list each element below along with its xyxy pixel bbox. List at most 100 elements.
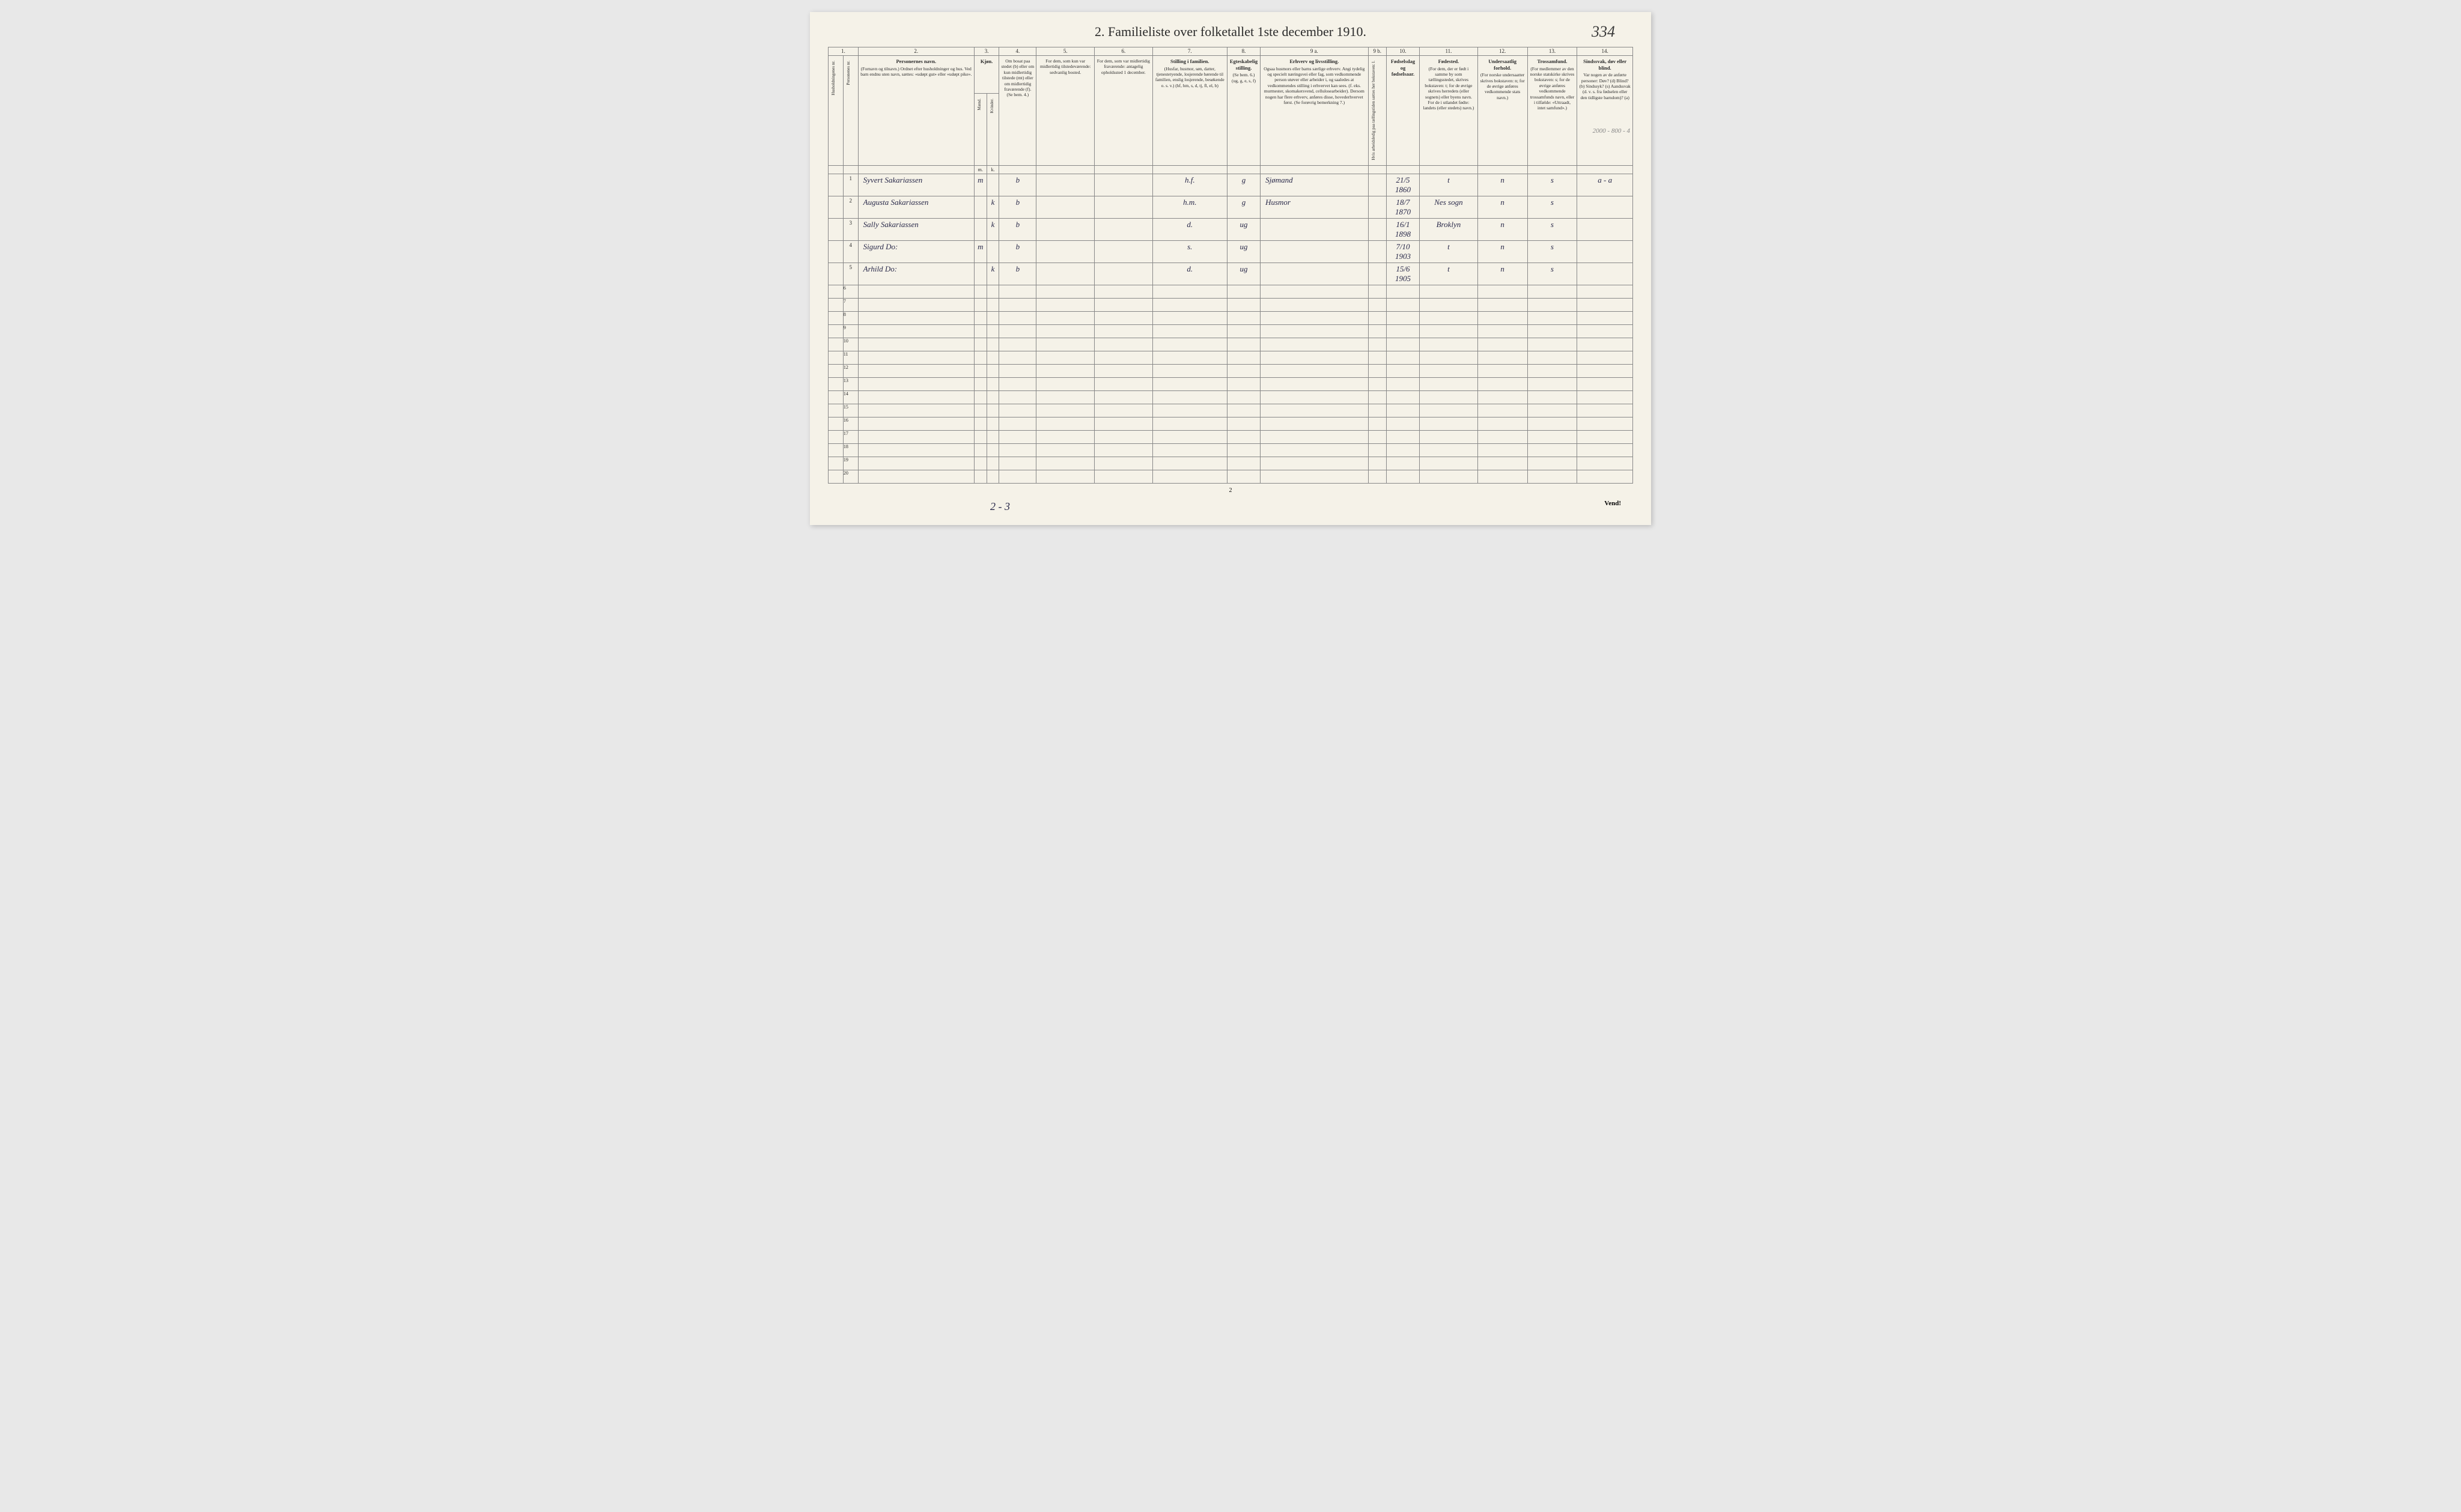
- cell-empty: [974, 377, 987, 390]
- cell-hushold-nr: [829, 351, 844, 364]
- cell-empty: [1152, 443, 1227, 457]
- cell-empty: [1527, 285, 1577, 298]
- table-row-empty: 8: [829, 311, 1633, 324]
- cell-empty: [1527, 457, 1577, 470]
- cell-eg: g: [1227, 196, 1260, 218]
- cell-empty: [1261, 390, 1368, 404]
- cell-empty: [987, 417, 999, 430]
- cell-name: Sigurd Do:: [858, 240, 974, 263]
- cell-empty: [1227, 285, 1260, 298]
- pencil-note-top: 2000 - 800 - 4: [1593, 127, 1630, 135]
- table-row-empty: 19: [829, 457, 1633, 470]
- cell-empty: [1095, 338, 1153, 351]
- cell-empty: [1261, 443, 1368, 457]
- cell-fam: d.: [1152, 218, 1227, 240]
- cell-empty: [858, 377, 974, 390]
- cell-empty: [1152, 285, 1227, 298]
- table-row-empty: 14: [829, 390, 1633, 404]
- cell-empty: [999, 285, 1036, 298]
- cell-empty: [1036, 470, 1095, 483]
- cell-empty: [987, 338, 999, 351]
- cell-empty: [1152, 338, 1227, 351]
- cell-empty: [1420, 457, 1478, 470]
- cell-tro: s: [1527, 196, 1577, 218]
- cell-person-nr: 13: [843, 377, 858, 390]
- cell-empty: [1152, 324, 1227, 338]
- cell-empty: [974, 470, 987, 483]
- cell-eg: ug: [1227, 218, 1260, 240]
- cell-empty: [858, 324, 974, 338]
- cell-m: m: [974, 240, 987, 263]
- colnum-9a: 9 a.: [1261, 47, 1368, 56]
- header-stilling-familien: Stilling i familien. (Husfar, husmor, sø…: [1152, 56, 1227, 166]
- table-row-empty: 16: [829, 417, 1633, 430]
- cell-empty: [1261, 324, 1368, 338]
- cell-und: n: [1477, 218, 1527, 240]
- cell-empty: [974, 324, 987, 338]
- cell-person-nr: 12: [843, 364, 858, 377]
- cell-empty: [1227, 298, 1260, 311]
- cell-hushold-nr: [829, 457, 844, 470]
- cell-m: [974, 196, 987, 218]
- table-row-empty: 11: [829, 351, 1633, 364]
- cell-empty: [1420, 338, 1478, 351]
- cell-fam: h.f.: [1152, 174, 1227, 196]
- cell-empty: [1477, 470, 1527, 483]
- cell-person-nr: 14: [843, 390, 858, 404]
- cell-empty: [1036, 390, 1095, 404]
- cell-empty: [1386, 470, 1419, 483]
- cell-erhverv: Husmor: [1261, 196, 1368, 218]
- cell-c14: [1577, 240, 1633, 263]
- cell-dob: 21/5 1860: [1386, 174, 1419, 196]
- cell-empty: [858, 417, 974, 430]
- cell-empty: [1420, 417, 1478, 430]
- cell-c14: [1577, 196, 1633, 218]
- cell-tro: s: [1527, 263, 1577, 285]
- cell-empty: [1386, 390, 1419, 404]
- cell-k: k: [987, 218, 999, 240]
- cell-empty: [1577, 338, 1633, 351]
- cell-empty: [1152, 404, 1227, 417]
- cell-empty: [1420, 443, 1478, 457]
- cell-empty: [1386, 457, 1419, 470]
- cell-empty: [1095, 404, 1153, 417]
- cell-empty: [1152, 417, 1227, 430]
- cell-empty: [1095, 390, 1153, 404]
- cell-m: [974, 218, 987, 240]
- cell-empty: [858, 338, 974, 351]
- header-maend: Mænd.: [974, 93, 987, 165]
- cell-empty: [1527, 390, 1577, 404]
- cell-k: [987, 174, 999, 196]
- cell-empty: [1420, 285, 1478, 298]
- cell-empty: [1577, 430, 1633, 443]
- cell-empty: [1036, 443, 1095, 457]
- cell-empty: [1368, 417, 1386, 430]
- cell-person-nr: 19: [843, 457, 858, 470]
- cell-empty: [1095, 285, 1153, 298]
- cell-empty: [1420, 377, 1478, 390]
- cell-empty: [1477, 430, 1527, 443]
- cell-empty: [987, 470, 999, 483]
- cell-empty: [999, 457, 1036, 470]
- cell-empty: [1095, 443, 1153, 457]
- cell-empty: [1577, 390, 1633, 404]
- cell-empty: [1420, 311, 1478, 324]
- cell-empty: [1036, 404, 1095, 417]
- cell-c9b: [1368, 196, 1386, 218]
- cell-bosat: b: [999, 196, 1036, 218]
- cell-sted: t: [1420, 240, 1478, 263]
- cell-empty: [999, 298, 1036, 311]
- header-fodested: Fødested. (For dem, der er født i samme …: [1420, 56, 1478, 166]
- cell-empty: [999, 470, 1036, 483]
- column-number-row: 1. 2. 3. 4. 5. 6. 7. 8. 9 a. 9 b. 10. 11…: [829, 47, 1633, 56]
- header-fodselsdag: Fødselsdag og fødselsaar.: [1386, 56, 1419, 166]
- cell-m: m: [974, 174, 987, 196]
- cell-empty: [974, 285, 987, 298]
- cell-empty: [987, 443, 999, 457]
- cell-hushold-nr: [829, 430, 844, 443]
- census-page: 334 2000 - 800 - 4 2. Familieliste over …: [810, 12, 1651, 525]
- cell-empty: [1036, 338, 1095, 351]
- cell-empty: [1368, 430, 1386, 443]
- cell-name: Augusta Sakariassen: [858, 196, 974, 218]
- cell-person-nr: 8: [843, 311, 858, 324]
